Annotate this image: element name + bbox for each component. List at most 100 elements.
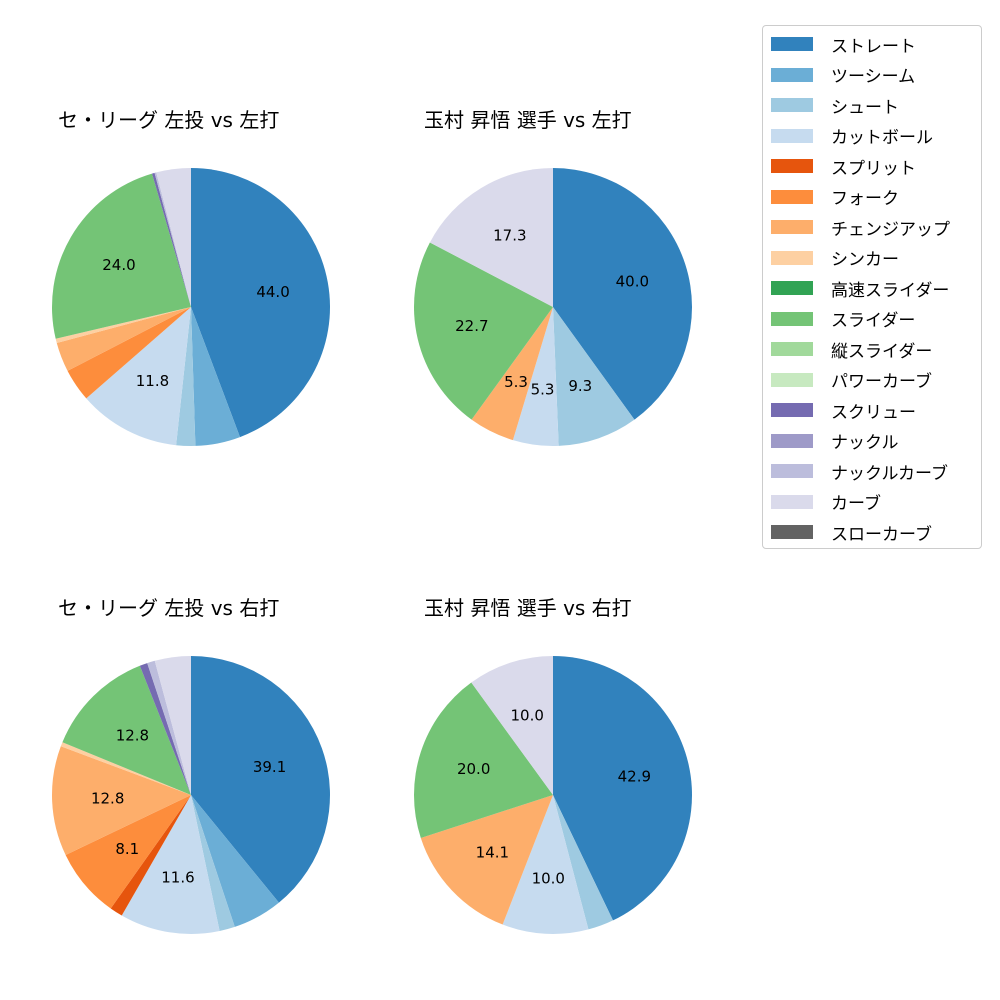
slice-value-label: 5.3: [531, 381, 555, 399]
slice-value-label: 20.0: [457, 760, 490, 778]
slice-value-label: 14.1: [476, 843, 509, 861]
legend-label: スライダー: [831, 311, 916, 331]
legend-swatch: [771, 98, 813, 112]
pie-slice: [553, 795, 613, 930]
legend-label: ストレート: [831, 36, 916, 57]
pie-slice: [553, 168, 692, 420]
pie-slice: [553, 656, 692, 921]
legend-item: スローカーブ: [771, 521, 932, 545]
pie-slice: [191, 795, 279, 927]
legend-item: スプリット: [771, 155, 916, 179]
legend-swatch: [771, 37, 813, 51]
pie-slice: [55, 307, 191, 344]
slice-value-label: 10.0: [511, 707, 544, 725]
slice-value-label: 40.0: [616, 272, 649, 290]
pie-slice: [51, 746, 191, 855]
legend-item: ナックル: [771, 430, 899, 453]
legend-label: パワーカーブ: [831, 372, 932, 392]
slice-value-label: 42.9: [618, 768, 651, 786]
chart-title: 玉村 昇悟 選手 vs 右打: [424, 596, 632, 620]
legend: ストレート ツーシーム シュート カットボール スプリット フォーク チェンジアップ シンカー…: [762, 25, 982, 549]
pie-slice: [139, 663, 191, 795]
legend-swatch: [771, 342, 813, 356]
slice-value-label: 8.1: [115, 840, 139, 858]
legend-item: 縦スライダー: [771, 338, 933, 362]
pie-slice: [471, 307, 553, 441]
pie-slice: [56, 307, 191, 371]
slice-value-label: 44.0: [256, 283, 289, 301]
legend-swatch: [771, 220, 813, 234]
legend-swatch: [771, 128, 813, 143]
pie-slice: [553, 307, 635, 446]
legend-swatch: [771, 189, 813, 204]
chart-title: セ・リーグ 左投 vs 左打: [58, 108, 280, 132]
slice-value-label: 5.3: [504, 373, 528, 391]
slice-value-label: 11.8: [136, 372, 169, 390]
legend-label: スローカーブ: [831, 524, 932, 545]
legend-swatch: [771, 494, 813, 509]
chart-title: 玉村 昇悟 選手 vs 左打: [424, 108, 632, 132]
legend-swatch: [771, 67, 813, 82]
pie-slice: [191, 168, 330, 438]
legend-label: 高速スライダー: [831, 280, 950, 301]
legend-swatch: [771, 433, 813, 448]
pie-slice: [51, 173, 191, 339]
pie-slice: [414, 242, 553, 420]
pie-slice: [191, 307, 241, 446]
legend-swatch: [771, 403, 813, 417]
legend-item: シンカー: [771, 247, 899, 270]
pie-slice: [67, 307, 191, 399]
pie-slice: [65, 795, 191, 909]
legend-swatch: [771, 525, 813, 539]
legend-label: カーブ: [831, 494, 881, 514]
legend-item: スライダー: [771, 308, 916, 331]
legend-item: チェンジアップ: [771, 216, 950, 240]
legend-item: フォーク: [771, 186, 899, 209]
pie-slice: [176, 307, 196, 446]
pie-slice: [429, 168, 553, 307]
chart-title: セ・リーグ 左投 vs 右打: [58, 596, 280, 620]
pie-slice: [413, 682, 553, 838]
slice-value-label: 12.8: [116, 727, 149, 745]
pie-slice: [420, 795, 553, 925]
slice-value-label: 17.3: [493, 227, 526, 245]
legend-item: パワーカーブ: [771, 369, 932, 392]
legend-swatch: [771, 281, 813, 295]
pie-slice: [502, 795, 589, 934]
slice-value-label: 10.0: [532, 869, 565, 887]
legend-swatch: [771, 250, 813, 265]
legend-item: シュート: [771, 94, 899, 118]
legend-label: シンカー: [831, 250, 899, 270]
pie-slice: [147, 660, 191, 795]
pie-slice: [154, 172, 191, 307]
legend-label: フォーク: [831, 189, 899, 209]
legend-label: チェンジアップ: [831, 219, 950, 240]
legend-swatch: [771, 311, 813, 326]
pie-slice: [191, 656, 331, 903]
legend-swatch: [771, 372, 813, 387]
slice-value-label: 22.7: [455, 317, 488, 335]
pie-slice: [62, 665, 191, 795]
legend-swatch: [771, 464, 813, 478]
legend-item: スクリュー: [771, 399, 916, 423]
pie-slice: [154, 656, 191, 795]
pie-slice: [110, 795, 191, 916]
legend-label: ナックルカーブ: [831, 463, 948, 484]
legend-label: スプリット: [831, 158, 916, 179]
pie-slice: [86, 307, 191, 446]
slice-value-label: 9.3: [568, 377, 592, 395]
legend-swatch: [771, 159, 813, 173]
legend-item: ストレート: [771, 33, 916, 57]
pie-slice: [121, 795, 220, 935]
pie-slice: [151, 172, 191, 307]
legend-label: シュート: [831, 97, 899, 118]
legend-label: 縦スライダー: [831, 341, 933, 362]
legend-item: 高速スライダー: [771, 277, 950, 301]
pie-slice: [191, 795, 235, 932]
legend-label: スクリュー: [831, 402, 916, 423]
legend-item: ナックルカーブ: [771, 460, 948, 484]
slice-value-label: 24.0: [102, 256, 135, 274]
